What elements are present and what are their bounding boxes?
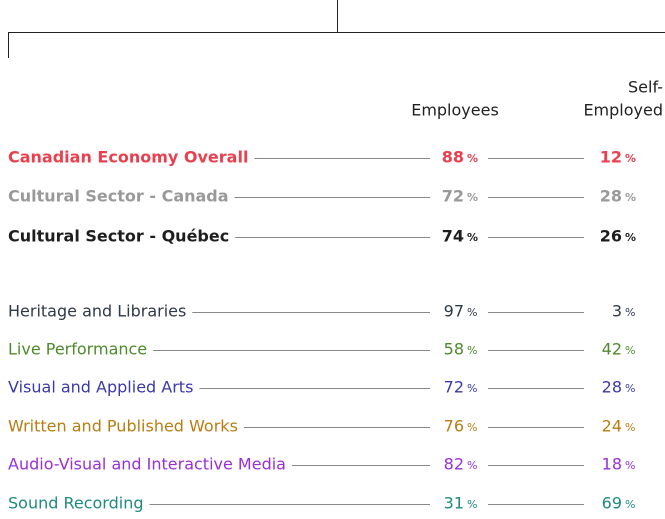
employees-value: 88 (442, 148, 464, 167)
row-label: Written and Published Works (8, 417, 238, 436)
unit: % (467, 306, 477, 319)
self-employed-value: 24 (602, 417, 622, 436)
row-label: Audio-Visual and Interactive Media (8, 455, 286, 474)
self-employed-value: 42 (602, 340, 622, 359)
employees-value: 72 (442, 187, 464, 206)
self-employed-value: 3 (612, 302, 622, 321)
self-employed-value: 18 (602, 455, 622, 474)
row-label: Live Performance (8, 340, 147, 359)
unit: % (467, 344, 477, 357)
employees-value: 58 (444, 340, 464, 359)
unit: % (625, 344, 635, 357)
unit: % (625, 382, 635, 395)
row-label: Sound Recording (8, 494, 144, 513)
row-label: Cultural Sector - Québec (8, 227, 229, 246)
unit: % (467, 459, 477, 472)
unit: % (625, 306, 635, 319)
unit: % (625, 231, 636, 244)
self-employed-value: 28 (600, 187, 622, 206)
unit: % (625, 191, 636, 204)
unit: % (625, 459, 635, 472)
self-employed-header: Self- (628, 78, 663, 97)
unit: % (467, 152, 478, 165)
unit: % (625, 498, 635, 511)
self-employed-value: 12 (600, 148, 622, 167)
employees-value: 76 (444, 417, 464, 436)
unit: % (467, 191, 478, 204)
self-employed-value: 28 (602, 378, 622, 397)
employees-value: 72 (444, 378, 464, 397)
unit: % (467, 231, 478, 244)
connector (8, 0, 665, 58)
unit: % (467, 421, 477, 434)
employees-value: 74 (442, 227, 464, 246)
unit: % (467, 498, 477, 511)
employees-header: Employees (411, 101, 499, 120)
employees-value: 97 (444, 302, 464, 321)
self-employed-value: 69 (602, 494, 622, 513)
unit: % (625, 421, 635, 434)
employees-value: 31 (444, 494, 464, 513)
self-employed-value: 26 (600, 227, 622, 246)
unit: % (625, 152, 636, 165)
row-label: Heritage and Libraries (8, 302, 186, 321)
row-label: Cultural Sector - Canada (8, 187, 229, 206)
row-label: Visual and Applied Arts (8, 378, 193, 397)
self-employed-header: Employed (583, 101, 663, 120)
row-label: Canadian Economy Overall (8, 148, 248, 167)
employees-value: 82 (444, 455, 464, 474)
unit: % (467, 382, 477, 395)
